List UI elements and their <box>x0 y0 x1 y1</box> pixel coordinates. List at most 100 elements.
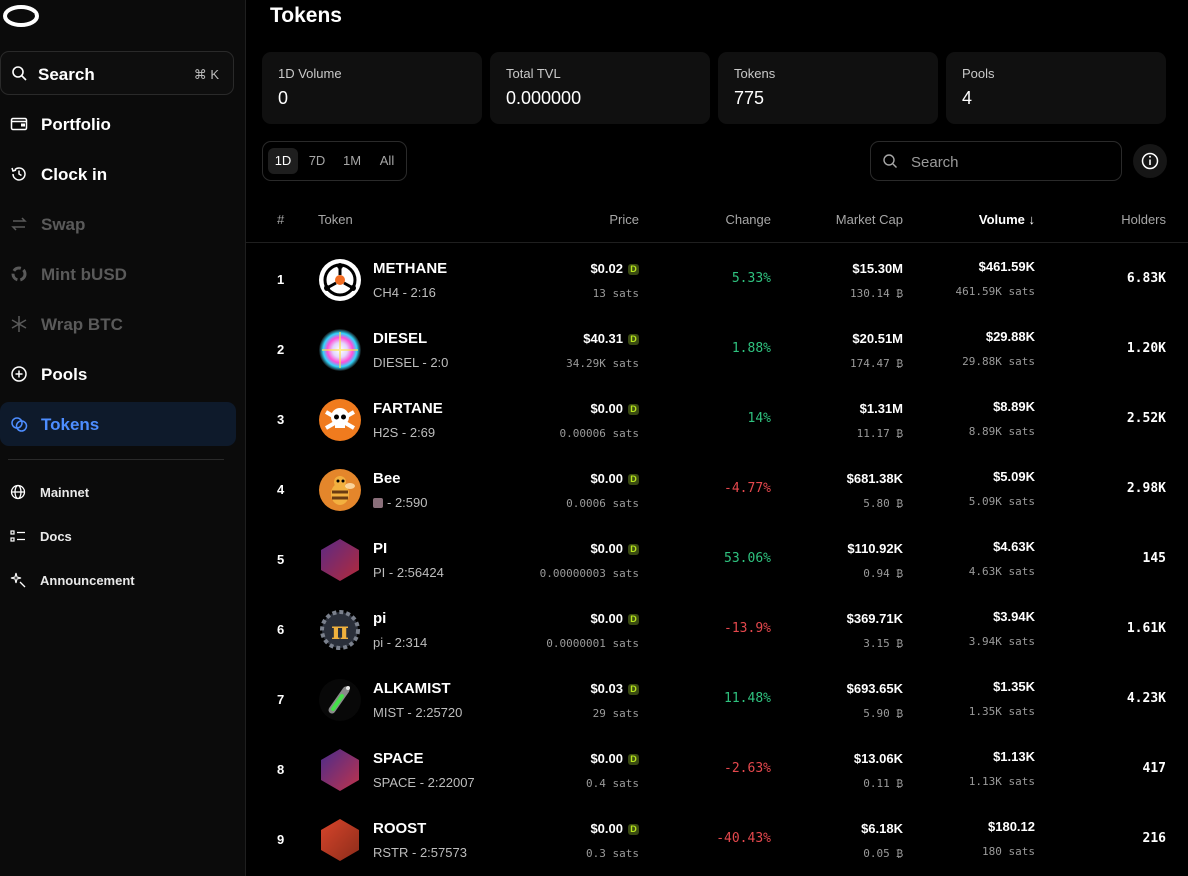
token-price: $0.00 D <box>590 541 639 556</box>
column-change[interactable]: Change <box>725 212 771 227</box>
token-ticker-text: PI - 2:56424 <box>373 565 444 580</box>
column-market-cap[interactable]: Market Cap <box>835 212 903 227</box>
token-holders: 145 <box>1142 551 1166 566</box>
token-ticker: PI - 2:56424 <box>373 565 444 580</box>
token-market-cap: $110.92K <box>847 541 903 556</box>
sidebar-search-label: Search <box>38 65 95 84</box>
token-volume-sats: 3.94K sats <box>968 635 1035 648</box>
token-name: SPACE <box>373 750 424 767</box>
token-change: -13.9% <box>724 621 771 636</box>
token-holders: 6.83K <box>1126 271 1166 286</box>
column-token[interactable]: Token <box>318 212 353 227</box>
token-market-cap-btc: 11.17 ₿ <box>856 427 903 440</box>
stat-label: Pools <box>962 66 995 81</box>
token-ticker-text: RSTR - 2:57573 <box>373 845 467 860</box>
token-price-sats: 13 sats <box>592 287 639 300</box>
table-row[interactable]: 6 π pi pi - 2:314 $0.00 D 0.0000001 sats -13.9%… <box>246 594 1188 664</box>
stat-label: Total TVL <box>506 66 561 81</box>
sidebar-item-label: Clock in <box>41 165 108 184</box>
token-market-cap-btc: 0.05 ₿ <box>863 847 903 860</box>
token-change: 1.88% <box>731 341 771 356</box>
search-icon <box>12 66 27 81</box>
token-ticker: CH4 - 2:16 <box>373 285 436 300</box>
sidebar-item-label: Wrap BTC <box>41 315 123 334</box>
diesel-coin-icon: D <box>628 544 639 555</box>
token-holders: 2.52K <box>1126 411 1166 426</box>
sidebar-item-pools[interactable]: Pools <box>0 352 236 396</box>
column-volume[interactable]: Volume ↓ <box>978 212 1035 227</box>
column-price[interactable]: Price <box>609 212 639 227</box>
sidebar-footer-announcement[interactable]: Announcement <box>0 566 236 596</box>
stat-value: 775 <box>734 88 765 108</box>
stat-card-tokens: Tokens 775 <box>718 52 938 124</box>
sidebar-footer-mainnet[interactable]: Mainnet <box>0 478 236 508</box>
token-name: PI <box>373 540 388 557</box>
sidebar-item-portfolio[interactable]: Portfolio <box>0 102 236 146</box>
range-all-button[interactable]: All <box>379 153 395 168</box>
token-volume: $461.59K <box>978 259 1035 274</box>
token-price-value: $0.00 <box>590 471 623 486</box>
token-volume: $180.12 <box>988 819 1035 834</box>
token-price: $0.02 D <box>590 261 639 276</box>
sidebar-item-mint-busd[interactable]: Mint bUSD <box>0 252 236 296</box>
token-change: -2.63% <box>724 761 771 776</box>
token-price-sats: 34.29K sats <box>566 357 639 370</box>
token-market-cap: $369.71K <box>846 611 903 626</box>
token-sub-icon <box>373 498 383 508</box>
info-button[interactable] <box>1133 144 1167 178</box>
sidebar-item-clock-in[interactable]: Clock in <box>0 152 236 196</box>
logo-icon[interactable] <box>2 4 40 28</box>
range-1m-button[interactable]: 1M <box>342 153 362 168</box>
table-row[interactable]: 9 ROOST RSTR - 2:57573 $0.00 D 0.3 sats -40.43… <box>246 804 1188 874</box>
token-price: $0.00 D <box>590 821 639 836</box>
table-row[interactable]: 3 FARTANE H2S - 2:69 $0.00 D 0.00006 sats 14% $… <box>246 384 1188 454</box>
stat-value: 0 <box>278 88 289 108</box>
list-icon <box>10 530 25 542</box>
token-market-cap-btc: 5.80 ₿ <box>863 497 903 510</box>
column-holders[interactable]: Holders <box>1121 212 1166 227</box>
token-price: $0.00 D <box>590 471 639 486</box>
sidebar-item-wrap-btc[interactable]: Wrap BTC <box>0 302 236 346</box>
stat-value: 0.000000 <box>506 88 582 108</box>
column-rank: # <box>277 212 285 227</box>
token-name: Bee <box>373 470 401 487</box>
table-row[interactable]: 1 METHANE CH4 - 2:16 $0.02 D 13 sats 5.33% $15.… <box>246 244 1188 314</box>
table-row[interactable]: 8 SPACE SPACE - 2:22007 $0.00 D 0.4 sats -2.63… <box>246 734 1188 804</box>
token-ticker: MIST - 2:25720 <box>373 705 462 720</box>
token-holders: 1.20K <box>1126 341 1166 356</box>
token-search-input[interactable] <box>909 150 1113 174</box>
token-market-cap: $6.18K <box>861 821 903 836</box>
row-rank: 7 <box>277 692 285 707</box>
token-price-value: $0.00 <box>590 751 623 766</box>
diesel-coin-icon: D <box>628 404 639 415</box>
page-title: Tokens <box>270 4 342 27</box>
sidebar-item-label: Portfolio <box>41 115 111 134</box>
token-volume-sats: 180 sats <box>982 845 1035 858</box>
sidebar-divider <box>8 459 224 460</box>
token-ticker: - 2:590 <box>373 495 427 510</box>
swap-icon <box>11 217 27 231</box>
table-row[interactable]: 7 ALKAMIST MIST - 2:25720 $0.03 D 29 sats 11.4… <box>246 664 1188 734</box>
token-volume-sats: 1.13K sats <box>968 775 1035 788</box>
row-rank: 2 <box>277 342 285 357</box>
token-name: DIESEL <box>373 330 428 347</box>
stat-card-tvl: Total TVL 0.000000 <box>490 52 710 124</box>
token-market-cap-btc: 5.90 ₿ <box>863 707 903 720</box>
sidebar-item-swap[interactable]: Swap <box>0 202 236 246</box>
sidebar-footer-docs[interactable]: Docs <box>0 522 236 552</box>
table-row[interactable]: 5 PI PI - 2:56424 $0.00 D 0.00000003 sats 53.0… <box>246 524 1188 594</box>
token-price: $0.00 D <box>590 751 639 766</box>
range-1d-button[interactable]: 1D <box>268 148 298 174</box>
table-row[interactable]: 2 DIESEL DIESEL - 2:0 $40.31 D 34.29K sats 1.8… <box>246 314 1188 384</box>
token-price-value: $0.00 <box>590 401 623 416</box>
table-row[interactable]: 4 Bee - 2:590 $0.00 D 0.0006 sats -4.77% $681.3… <box>246 454 1188 524</box>
sidebar-item-label: Pools <box>41 365 88 384</box>
token-market-cap: $693.65K <box>846 681 903 696</box>
sidebar-search-button[interactable]: Search ⌘ K <box>0 51 234 95</box>
token-holders: 417 <box>1142 761 1166 776</box>
token-ticker: RSTR - 2:57573 <box>373 845 467 860</box>
hexagon-icon <box>318 748 362 792</box>
range-7d-button[interactable]: 7D <box>308 153 326 168</box>
token-volume-sats: 4.63K sats <box>968 565 1035 578</box>
sidebar-item-tokens[interactable]: Tokens <box>0 402 236 446</box>
